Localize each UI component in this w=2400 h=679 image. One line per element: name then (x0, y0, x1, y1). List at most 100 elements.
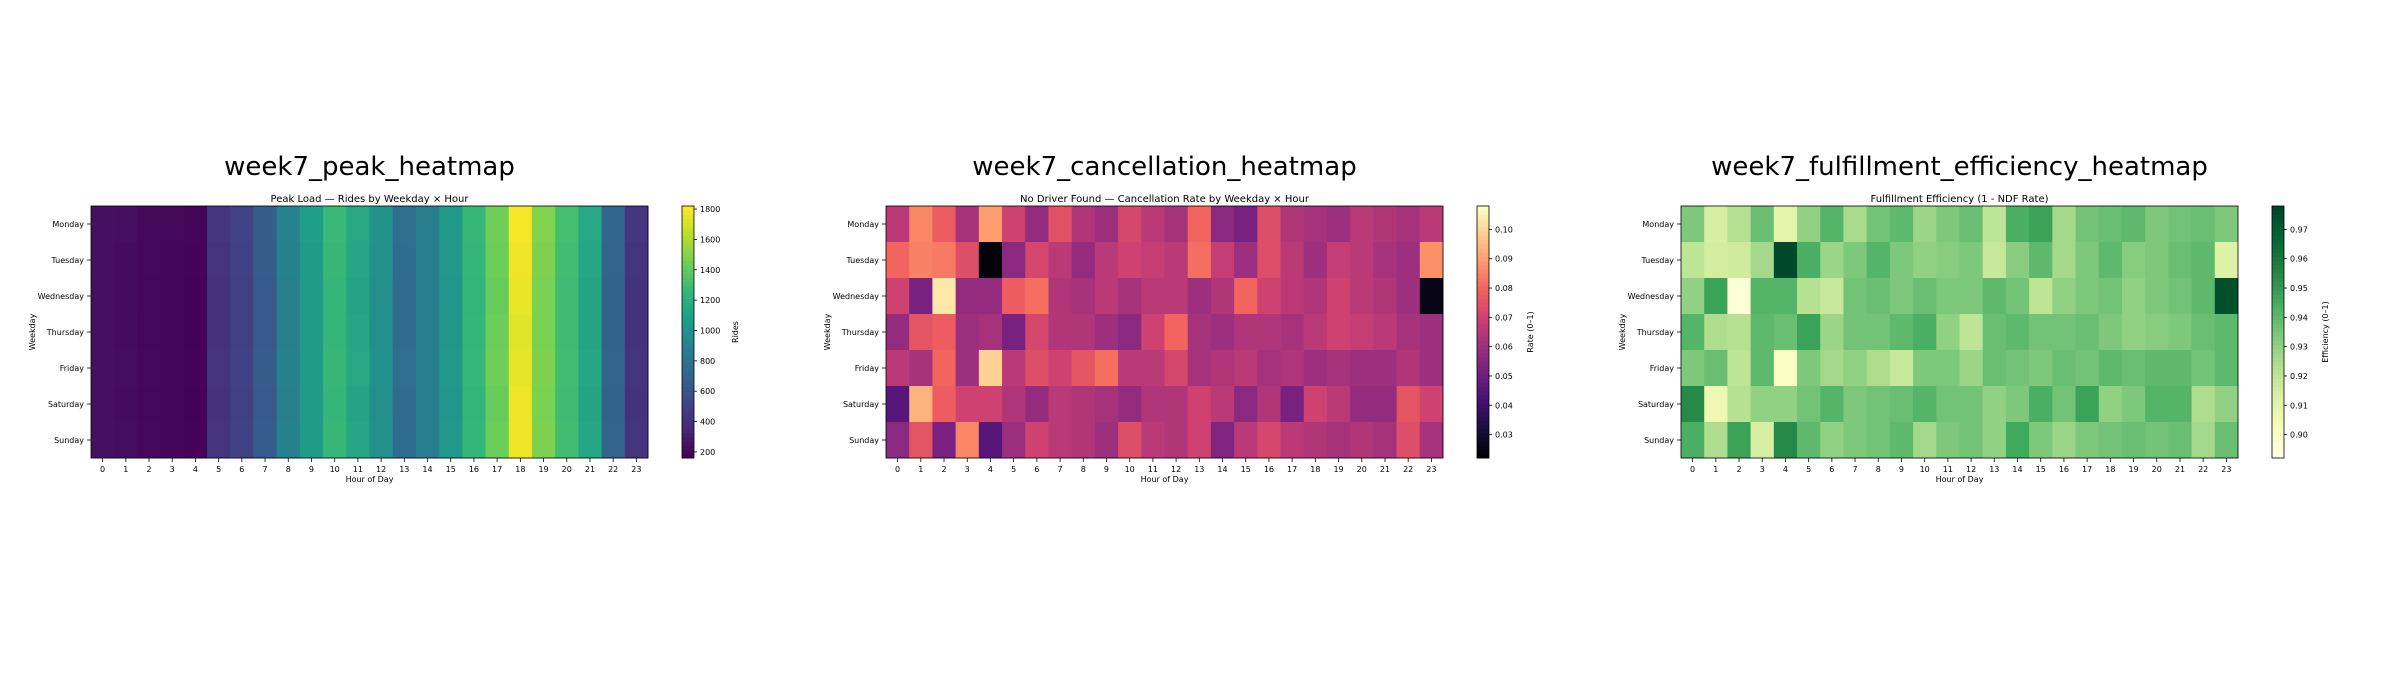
heatmap-cell (369, 278, 394, 315)
colorbar-segment (2272, 214, 2284, 220)
colorbar-label: Rides (731, 321, 740, 343)
heatmap-cell (1025, 278, 1049, 315)
colorbar-segment (1477, 227, 1489, 232)
heatmap-cell (1913, 206, 1937, 243)
colorbar-frame (1476, 205, 1490, 459)
x-tick-label: 12 (1171, 465, 1181, 474)
heatmap-cell (1913, 278, 1937, 315)
colorbar-segment (2272, 336, 2284, 341)
colorbar-segment (682, 453, 694, 459)
y-tick-label: Saturday (843, 400, 879, 409)
colorbar-segment (682, 311, 694, 316)
heatmap-cell (1025, 422, 1049, 459)
heatmap-cell (909, 206, 933, 243)
heatmap-cell (160, 278, 185, 315)
heatmap-cell (886, 242, 910, 279)
heatmap-cell (114, 386, 138, 423)
colorbar-tick-label: 0.03 (1495, 431, 1513, 440)
heatmap-cell (1866, 278, 1891, 315)
heatmap-cell (1727, 278, 1752, 315)
heatmap-cell (1982, 350, 2007, 387)
heatmap-cell (1866, 314, 1891, 351)
colorbar-segment (1477, 243, 1489, 249)
heatmap-panel-3: week7_fulfillment_efficiency_heatmap Fulf… (1618, 152, 2330, 484)
colorbar-segment (1477, 218, 1489, 224)
colorbar-segment (2272, 248, 2284, 253)
x-tick-label: 14 (422, 465, 432, 474)
heatmap-cell (392, 314, 417, 351)
heatmap-cell (1350, 206, 1374, 243)
x-tick-label: 3 (1760, 465, 1765, 474)
heatmap-cell (1727, 314, 1752, 351)
heatmap-cell (137, 386, 162, 423)
colorbar-label: Efficiency (0–1) (2321, 301, 2330, 363)
heatmap-cell (253, 242, 278, 279)
heatmap-cell (1094, 242, 1119, 279)
y-tick-label: Wednesday (833, 292, 880, 301)
heatmap-cell (955, 350, 980, 387)
x-tick-label: 7 (263, 465, 268, 474)
heatmap-cell (1025, 350, 1049, 387)
heatmap-cell (1326, 314, 1351, 351)
colorbar-segment (1477, 437, 1489, 442)
heatmap-cells (91, 206, 649, 459)
colorbar-segment (1477, 361, 1489, 367)
colorbar-tick-label: 400 (700, 418, 715, 427)
heatmap-cell (1396, 314, 1421, 351)
heatmap-cell (1350, 386, 1374, 423)
colorbar-segment (682, 231, 694, 236)
heatmap-cell (276, 314, 301, 351)
x-tick-label: 8 (1876, 465, 1881, 474)
x-tick-label: 14 (1217, 465, 1227, 474)
heatmap-cell (508, 350, 533, 387)
heatmap-cell (299, 386, 324, 423)
heatmap-cell (2052, 206, 2076, 243)
colorbar-segment (682, 281, 694, 287)
heatmap-cell (1797, 422, 1821, 459)
colorbar-tick-label: 0.91 (2290, 401, 2308, 410)
x-tick-label: 3 (965, 465, 970, 474)
heatmap-cell (346, 314, 370, 351)
colorbar-segment (682, 315, 694, 320)
heatmap-cell (1025, 314, 1049, 351)
colorbar-segment (1477, 395, 1489, 400)
x-tick-label: 2 (941, 465, 946, 474)
colorbar-segment (1477, 416, 1489, 421)
heatmap-cell (955, 422, 980, 459)
x-tick-label: 8 (1081, 465, 1086, 474)
heatmap-cell (1843, 422, 1868, 459)
heatmap-cell (2168, 314, 2192, 351)
heatmap-cell (1704, 314, 1728, 351)
heatmap-cell (253, 278, 278, 315)
heatmap-cell (2121, 206, 2146, 243)
heatmap-cell (439, 206, 463, 243)
heatmap-cell (160, 386, 185, 423)
x-tick-label: 9 (309, 465, 314, 474)
heatmap-cell (1373, 206, 1397, 243)
heatmap-cell (1210, 350, 1235, 387)
colorbar-segment (682, 264, 694, 270)
heatmap-cell (207, 314, 231, 351)
colorbar-segment (2272, 378, 2284, 383)
heatmap-cell (1727, 422, 1752, 459)
heatmap-cell (207, 350, 231, 387)
colorbar-segment (682, 222, 694, 228)
x-tick-label: 21 (2175, 465, 2185, 474)
heatmap-cell (323, 278, 347, 315)
heatmap-cell (1141, 386, 1165, 423)
heatmap-cell (1419, 206, 1444, 243)
heatmap-cell (1280, 386, 1305, 423)
heatmap-cell (1681, 314, 1705, 351)
x-tick-label: 17 (492, 465, 502, 474)
colorbar-segment (1477, 332, 1489, 337)
x-tick-label: 19 (538, 465, 548, 474)
heatmap-cell (114, 278, 138, 315)
heatmap-cell (1773, 386, 1798, 423)
heatmap-cell (253, 350, 278, 387)
panel-heading: week7_cancellation_heatmap (972, 152, 1356, 182)
heatmap-cell (2121, 242, 2146, 279)
y-axis-label: Weekday (823, 313, 832, 350)
heatmap-cell (183, 422, 208, 459)
heatmap-cell (1866, 206, 1891, 243)
colorbar-segment (2272, 437, 2284, 442)
